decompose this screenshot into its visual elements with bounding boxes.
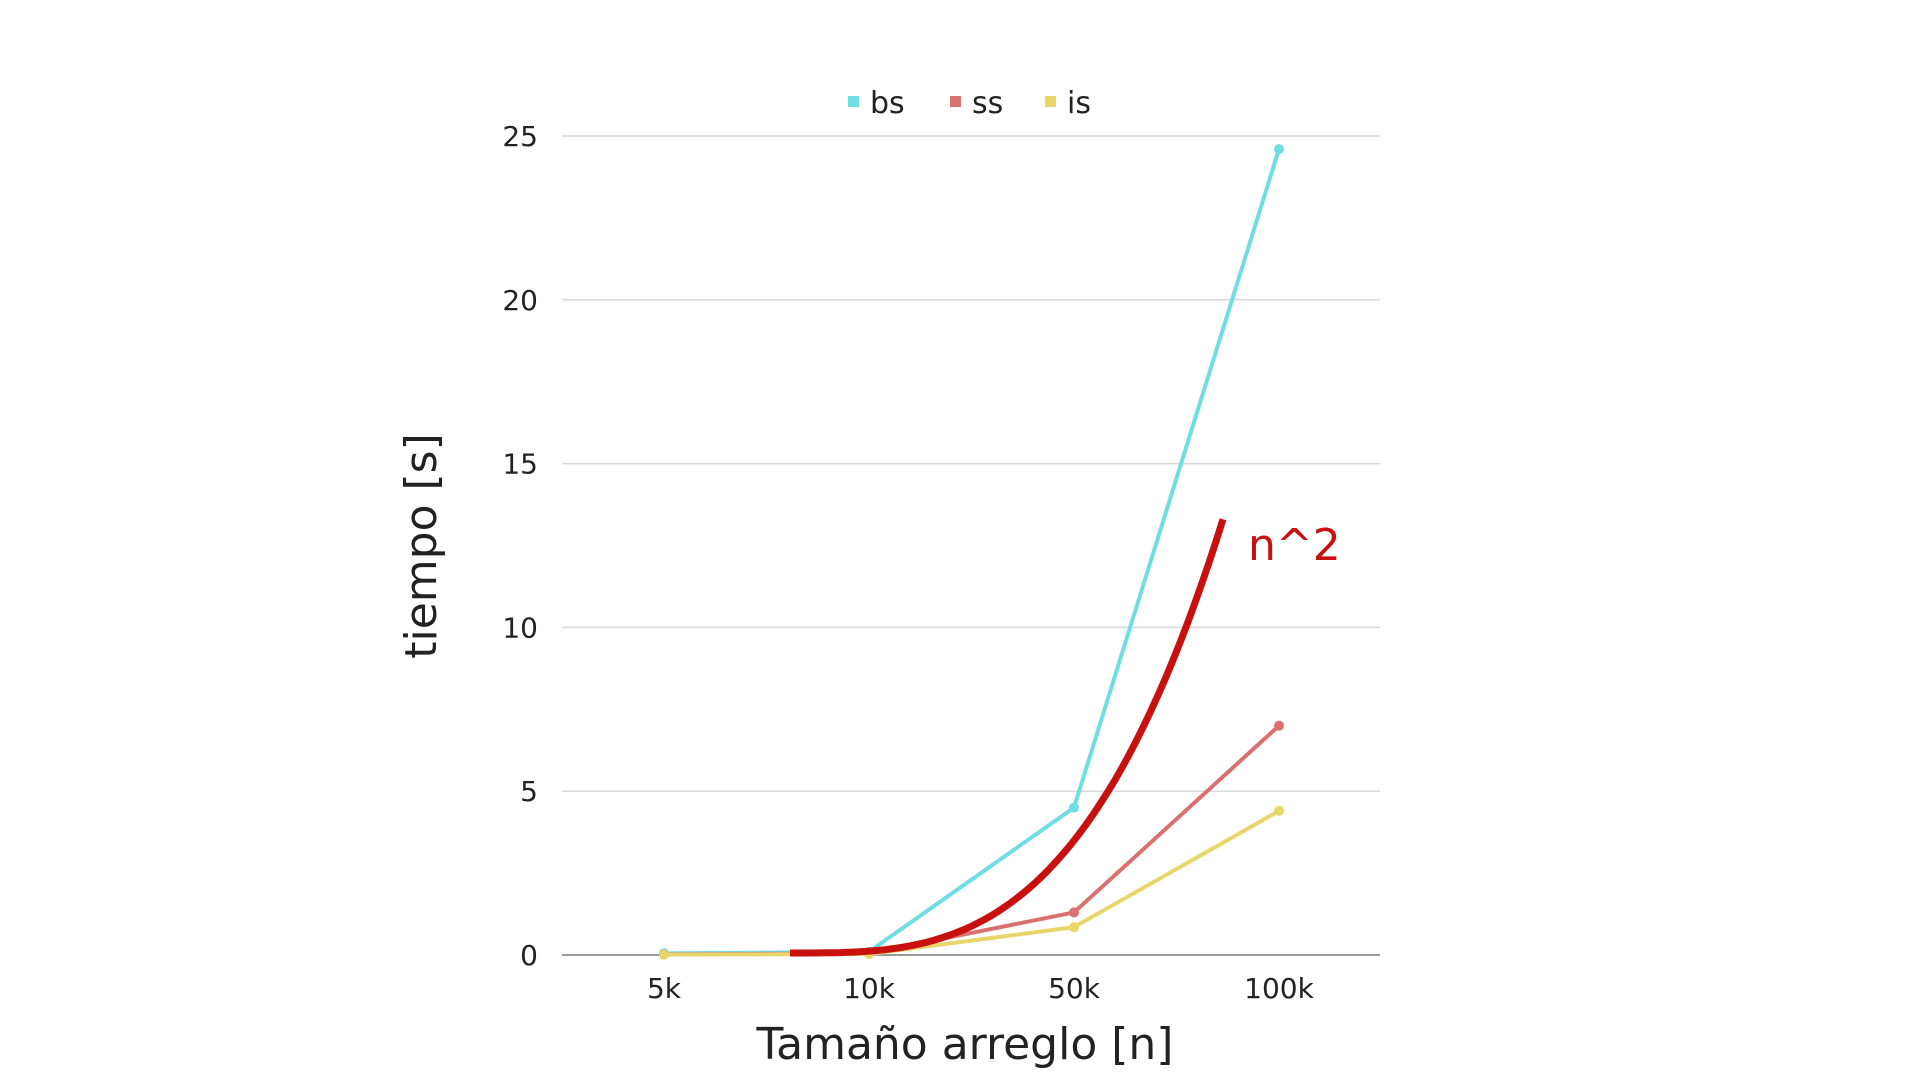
- legend-swatch-ss: [950, 96, 961, 107]
- y-axis-title: tiempo [s]: [396, 433, 447, 659]
- y-tick-label: 0: [520, 939, 538, 972]
- data-point-is: [1069, 922, 1079, 933]
- legend-label-bs: bs: [870, 86, 905, 121]
- y-tick-label: 5: [520, 775, 538, 808]
- data-point-ss: [1274, 720, 1284, 731]
- gridlines: [562, 135, 1380, 792]
- x-tick-label: 50k: [1048, 972, 1101, 1005]
- y-tick-label: 20: [502, 284, 538, 317]
- y-tick-label: 25: [502, 120, 538, 153]
- axes: 0 5 10 15 20 25 5k 10k 50k 100k: [502, 120, 1380, 1005]
- legend-label-is: is: [1067, 86, 1091, 121]
- annotation-layer: n^2: [790, 518, 1341, 957]
- legend: bs ss is: [848, 86, 1091, 121]
- y-tick-label: 15: [502, 448, 538, 481]
- series-line-ss: [663, 724, 1281, 957]
- x-axis-title: Tamaño arreglo [n]: [756, 1019, 1174, 1070]
- series-line-is: [663, 809, 1280, 957]
- x-tick-label: 100k: [1244, 972, 1314, 1005]
- legend-swatch-bs: [848, 96, 859, 107]
- data-point-is: [1274, 805, 1284, 816]
- legend-label-ss: ss: [972, 86, 1003, 121]
- n-squared-curve: [790, 518, 1227, 957]
- n-squared-label: n^2: [1248, 520, 1341, 571]
- x-tick-label: 5k: [647, 972, 682, 1005]
- data-point-ss: [1069, 907, 1079, 918]
- data-point-bs: [1069, 802, 1079, 813]
- data-point-bs: [1274, 144, 1284, 155]
- series-lines: [659, 144, 1284, 960]
- x-tick-label: 10k: [843, 972, 896, 1005]
- legend-swatch-is: [1045, 96, 1056, 107]
- data-point-is: [659, 949, 669, 960]
- series-line-bs: [663, 148, 1281, 956]
- y-tick-label: 10: [502, 611, 538, 644]
